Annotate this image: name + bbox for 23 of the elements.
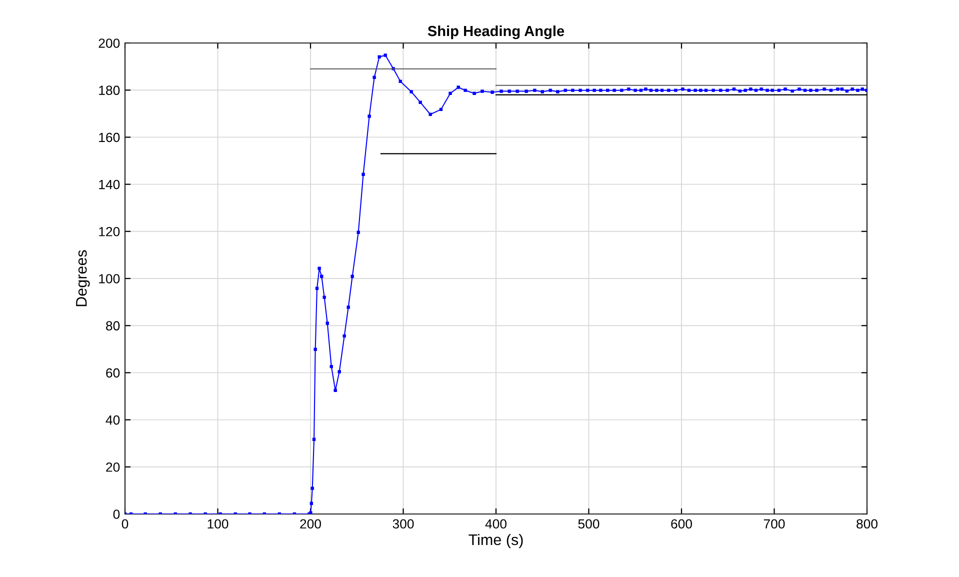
x-tick-label: 200 xyxy=(300,519,321,529)
x-tick-label: 600 xyxy=(671,519,692,529)
y-tick-label: 40 xyxy=(106,415,120,425)
y-axis-title: Degrees xyxy=(76,250,90,306)
x-tick-label: 400 xyxy=(485,519,506,529)
x-axis-title: Time (s) xyxy=(468,534,523,548)
x-tick-label: 300 xyxy=(392,519,414,529)
x-tick-label: 500 xyxy=(578,519,600,529)
y-tick-label: 0 xyxy=(113,510,120,519)
y-tick-label: 100 xyxy=(99,274,120,284)
x-tick-label: 100 xyxy=(208,519,228,529)
y-tick-label: 140 xyxy=(99,180,120,190)
x-tick-label: 0 xyxy=(122,519,128,529)
x-tick-label: 700 xyxy=(764,519,785,529)
y-tick-label: 120 xyxy=(99,226,120,236)
y-tick-label: 20 xyxy=(106,462,120,472)
y-tick-label: 80 xyxy=(106,321,120,331)
y-tick-label: 160 xyxy=(99,132,120,142)
y-tick-label: 180 xyxy=(99,86,120,96)
chart-title: Ship Heading Angle xyxy=(428,25,564,40)
x-tick-label: 800 xyxy=(856,519,878,529)
y-tick-label: 200 xyxy=(98,38,120,48)
y-tick-label: 60 xyxy=(106,368,120,378)
